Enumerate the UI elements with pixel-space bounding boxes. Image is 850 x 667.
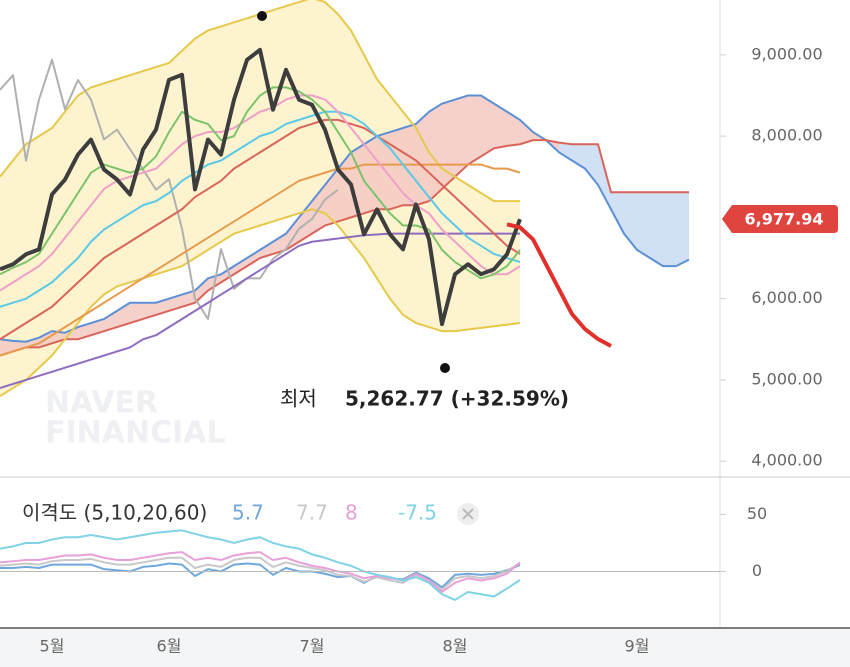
cloud-fill xyxy=(130,302,143,324)
cloud-fill xyxy=(442,99,455,189)
cloud-fill xyxy=(273,233,286,254)
cloud-fill xyxy=(104,310,117,332)
price-tag: 6,977.94 xyxy=(722,205,838,233)
high-dot xyxy=(257,11,267,21)
cloud-fill xyxy=(559,142,572,161)
cloud-fill xyxy=(325,168,338,226)
cloud-fill xyxy=(429,103,442,202)
cloud-line xyxy=(0,94,690,343)
indicator-value: 5.7 xyxy=(232,501,264,525)
watermark-text: NAVER xyxy=(45,386,158,421)
x-tick-label: 6월 xyxy=(157,637,182,656)
cloud-fill xyxy=(455,95,468,177)
series-line xyxy=(0,86,521,280)
series-line xyxy=(0,551,521,593)
cloud-fill xyxy=(585,144,598,185)
low-dot xyxy=(440,363,450,373)
main-plot: 4,000.00 5,000.00 6,000.00 8,000.00 9,000.00 xyxy=(0,0,823,470)
indicator-value: -7.5 xyxy=(398,501,437,525)
cloud-fill xyxy=(221,266,234,283)
series-line xyxy=(0,58,339,320)
y-tick-label: 6,000.00 xyxy=(751,288,822,307)
cloud-fill xyxy=(468,95,481,165)
x-tick-label: 5월 xyxy=(40,637,65,656)
cloud-fill xyxy=(611,192,624,234)
x-axis: 5월 6월 7월 8월 9월 xyxy=(40,637,650,656)
series-line xyxy=(0,110,521,308)
series-line xyxy=(506,222,612,348)
annotation-text: 5,262.77 (+32.59%) xyxy=(345,387,569,411)
cloud-fill xyxy=(637,192,650,259)
series-line xyxy=(0,163,521,357)
cloud-fill xyxy=(676,192,689,267)
x-axis-band xyxy=(0,628,850,667)
cloud-fill xyxy=(481,95,494,157)
watermark-text: FINANCIAL xyxy=(45,416,226,451)
cloud-fill xyxy=(390,127,403,210)
cloud-fill xyxy=(416,111,429,206)
y-tick-label: 9,000.00 xyxy=(751,44,822,63)
x-tick-label: 7월 xyxy=(300,637,325,656)
close-button[interactable] xyxy=(457,503,479,525)
y-tick-label: 4,000.00 xyxy=(751,451,822,470)
x-tick-label: 8월 xyxy=(443,637,468,656)
y-tick-label: 0 xyxy=(752,561,762,580)
cloud-fill xyxy=(234,258,247,275)
cloud-fill xyxy=(377,132,390,210)
series-line xyxy=(0,232,520,389)
cloud-fill xyxy=(494,103,507,149)
indicator-value: 7.7 xyxy=(296,501,328,525)
cloud-fill xyxy=(338,152,351,222)
cloud-fill xyxy=(13,340,26,352)
series-line xyxy=(0,47,522,327)
cloud-fill xyxy=(247,249,260,267)
cloud-fill xyxy=(195,278,208,303)
cloud-fill xyxy=(624,192,637,250)
cloud-fill xyxy=(286,217,299,250)
series-line xyxy=(0,94,521,292)
price-tag-shape xyxy=(722,205,838,233)
cloud-fill xyxy=(598,144,611,210)
cloud-fill xyxy=(520,119,533,145)
y-tick-label: 50 xyxy=(747,504,767,523)
cloud-line xyxy=(0,139,689,357)
indicator-value: 8 xyxy=(345,501,358,525)
y-tick-label: 5,000.00 xyxy=(751,369,822,388)
watermark: NAVER FINANCIAL xyxy=(45,386,226,451)
x-tick-label: 9월 xyxy=(625,637,650,656)
annotation-label: 최저 xyxy=(280,387,317,411)
series-line xyxy=(0,118,521,341)
cloud-fill xyxy=(663,192,676,267)
indicator-title: 이격도 (5,10,20,60) xyxy=(22,501,207,525)
close-icon[interactable] xyxy=(462,508,474,520)
series-line xyxy=(0,562,521,589)
band-line xyxy=(0,208,521,398)
series-line xyxy=(0,529,521,601)
y-tick-label: 8,000.00 xyxy=(751,126,822,145)
indicator-plot: 0 50 xyxy=(0,504,767,601)
cloud-fill xyxy=(650,192,663,267)
cloud-fill xyxy=(507,111,520,146)
price-tag-text: 6,977.94 xyxy=(745,210,824,229)
indicator-values: 5.7 7.7 8 -7.5 xyxy=(232,501,437,525)
